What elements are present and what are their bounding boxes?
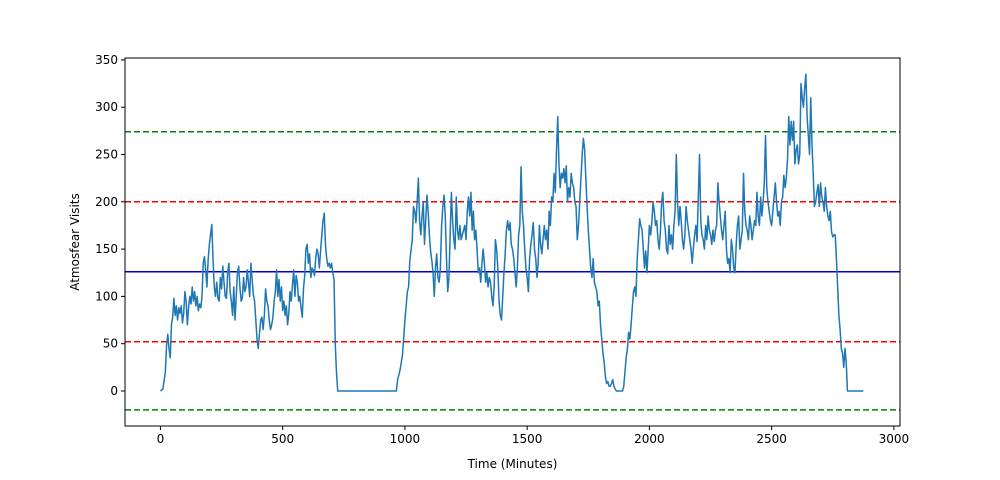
y-axis-label: Atmosfear Visits <box>68 193 82 291</box>
x-tick-label: 1000 <box>390 432 421 446</box>
x-tick-label: 2000 <box>634 432 665 446</box>
y-tick-label: 150 <box>95 242 118 256</box>
x-tick-label: 500 <box>271 432 294 446</box>
x-tick-label: 1500 <box>512 432 543 446</box>
y-tick-label: 50 <box>103 337 118 351</box>
y-tick-label: 300 <box>95 100 118 114</box>
y-axis: 0 50 100 150 200 250 300 350 <box>95 53 125 398</box>
y-tick-label: 200 <box>95 195 118 209</box>
x-tick-label: 2500 <box>756 432 787 446</box>
x-axis-label: Time (Minutes) <box>467 457 558 471</box>
series-line-0 <box>159 73 864 392</box>
series-layer <box>159 73 864 392</box>
x-tick-label: 0 <box>157 432 165 446</box>
plot-frame <box>124 57 901 427</box>
y-tick-label: 350 <box>95 53 118 67</box>
reference-lines <box>125 131 900 411</box>
x-axis: 0 500 1000 1500 2000 2500 3000 <box>157 426 910 446</box>
x-tick-label: 3000 <box>879 432 910 446</box>
y-tick-label: 0 <box>110 384 118 398</box>
y-tick-label: 100 <box>95 289 118 303</box>
y-tick-label: 250 <box>95 147 118 161</box>
